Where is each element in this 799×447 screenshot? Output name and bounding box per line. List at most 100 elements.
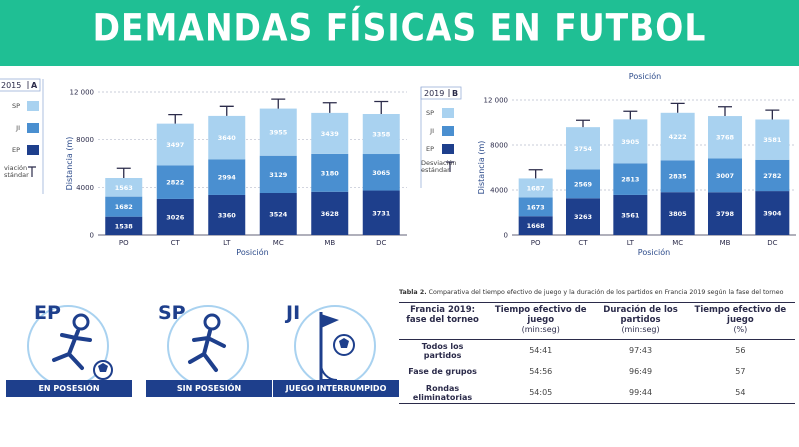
table-header-phase: Francia 2019: fase del torneo (399, 302, 487, 340)
icon-label-ep: EN POSESIÓN (6, 380, 132, 397)
bar-ep-po (105, 216, 143, 235)
table-cell: 96:49 (629, 367, 653, 376)
table-cell: Todos los partidos (421, 341, 464, 360)
y-tick-label: 8000 (490, 142, 508, 150)
panel-tag-letter: A (31, 81, 38, 90)
bar-value-label: 3065 (372, 169, 391, 177)
y-tick-label: 12 000 (70, 89, 95, 97)
x-tick-label: DC (767, 239, 777, 247)
bar-ep-lt (208, 194, 246, 235)
error-bar (219, 105, 234, 116)
bar-value-label: 3955 (269, 129, 288, 137)
icon-code-ji: JI (286, 302, 301, 324)
legend-error-icon (28, 166, 36, 177)
bar-sp-lt (613, 119, 648, 164)
bar-value-label: 3754 (574, 145, 593, 153)
bar-sp-mb (708, 116, 742, 159)
legend-label-ji: JI (429, 127, 434, 135)
legend-swatch-ji (442, 126, 454, 136)
bar-value-label: 3263 (574, 213, 592, 221)
bar-ep-mb (311, 191, 349, 235)
panel-tag-box (0, 78, 41, 92)
y-tick-label: 0 (90, 232, 94, 240)
y-tick-label: 0 (504, 232, 508, 240)
bar-value-label: 3180 (321, 169, 340, 177)
bar-value-label: 3628 (321, 210, 340, 218)
title-banner: DEMANDAS FÍSICAS EN FUTBOL (0, 0, 799, 66)
bar-ji-mb (311, 153, 349, 192)
panel-tag-year: 2019 (424, 89, 444, 98)
bar-sp-mc (259, 108, 297, 156)
player-running-icon (167, 305, 249, 387)
error-bar (271, 98, 286, 109)
legend-error-icon (446, 161, 454, 172)
header-label: Tiempo efectivo de juego (694, 305, 787, 325)
bar-value-label: 3805 (669, 210, 688, 218)
bar-value-label: 4222 (669, 133, 687, 141)
bar-value-label: 3640 (218, 134, 237, 142)
bar-value-label: 3497 (166, 141, 184, 149)
bar-ji-lt (613, 163, 648, 195)
legend-swatch-ep (442, 144, 454, 154)
bar-value-label: 2813 (621, 176, 639, 184)
bar-sp-po (105, 178, 143, 197)
x-tick-label: DC (376, 239, 386, 247)
header-unit: (%) (733, 325, 748, 334)
icon-label-ji: JUEGO INTERRUMPIDO (273, 380, 399, 397)
x-axis-label: Posición (236, 247, 268, 257)
bar-ep-ct (566, 198, 600, 235)
table-caption-bold: Tabla 2. (399, 289, 427, 296)
x-tick-label: CT (578, 239, 588, 247)
bar-value-label: 2569 (574, 180, 593, 188)
bar-sp-lt (208, 115, 246, 160)
x-tick-label: MC (273, 239, 284, 247)
icon-code-sp: SP (158, 302, 186, 324)
table-cell: 54:41 (529, 346, 553, 355)
error-bar (374, 100, 389, 114)
y-tick-label: 4000 (490, 187, 508, 195)
bar-sp-mc (660, 112, 695, 161)
bar-value-label: 3768 (716, 134, 735, 142)
legend-error-label: Desviación (421, 159, 457, 167)
x-tick-label: MB (324, 239, 335, 247)
x-axis-label: Posición (638, 247, 670, 257)
table-header-row: Francia 2019: fase del torneo Tiempo efe… (399, 302, 795, 340)
bar-value-label: 2835 (669, 173, 688, 181)
legend-swatch-sp (27, 101, 39, 111)
table-header-effective-pct: Tiempo efectivo de juego (%) (685, 302, 795, 340)
table-cell: 99:44 (595, 382, 686, 404)
bar-value-label: 2822 (166, 179, 184, 187)
table-cell: 54:05 (486, 382, 596, 404)
x-tick-label: MB (720, 239, 731, 247)
bar-value-label: 3731 (372, 209, 391, 217)
bar-value-label: 3581 (763, 136, 782, 144)
table-row: Fase de grupos 54:56 96:49 57 (399, 361, 795, 382)
bar-sp-ct (566, 127, 600, 170)
bar-ep-ct (156, 198, 194, 235)
bar-ep-mc (259, 193, 297, 235)
icon-code-ep: EP (34, 302, 61, 324)
bar-sp-po (518, 178, 553, 198)
legend-label-ji: JI (15, 124, 20, 132)
y-tick-label: 4000 (76, 184, 94, 192)
bar-value-label: 2994 (218, 174, 237, 182)
bar-sp-dc (362, 113, 400, 155)
table-caption-text: Comparativa del tiempo efectivo de juego… (428, 289, 784, 296)
legend-error-label: estándar (421, 166, 450, 174)
x-tick-label: CT (171, 239, 181, 247)
header-unit: (min:seg) (521, 325, 560, 334)
bar-value-label: 1673 (527, 203, 545, 211)
header-label: Francia 2019: fase del torneo (406, 305, 479, 325)
bar-ep-dc (755, 191, 790, 235)
bar-value-label: 3007 (716, 172, 734, 180)
bar-value-label: 3905 (621, 138, 640, 146)
error-bar (168, 113, 183, 124)
bar-value-label: 3524 (269, 211, 288, 219)
header-unit: (min:seg) (621, 325, 660, 334)
bar-value-label: 1687 (527, 184, 545, 192)
legend-label-sp: SP (426, 109, 434, 117)
table-cell: 54:56 (529, 367, 553, 376)
bar-value-label: 3561 (621, 211, 640, 219)
